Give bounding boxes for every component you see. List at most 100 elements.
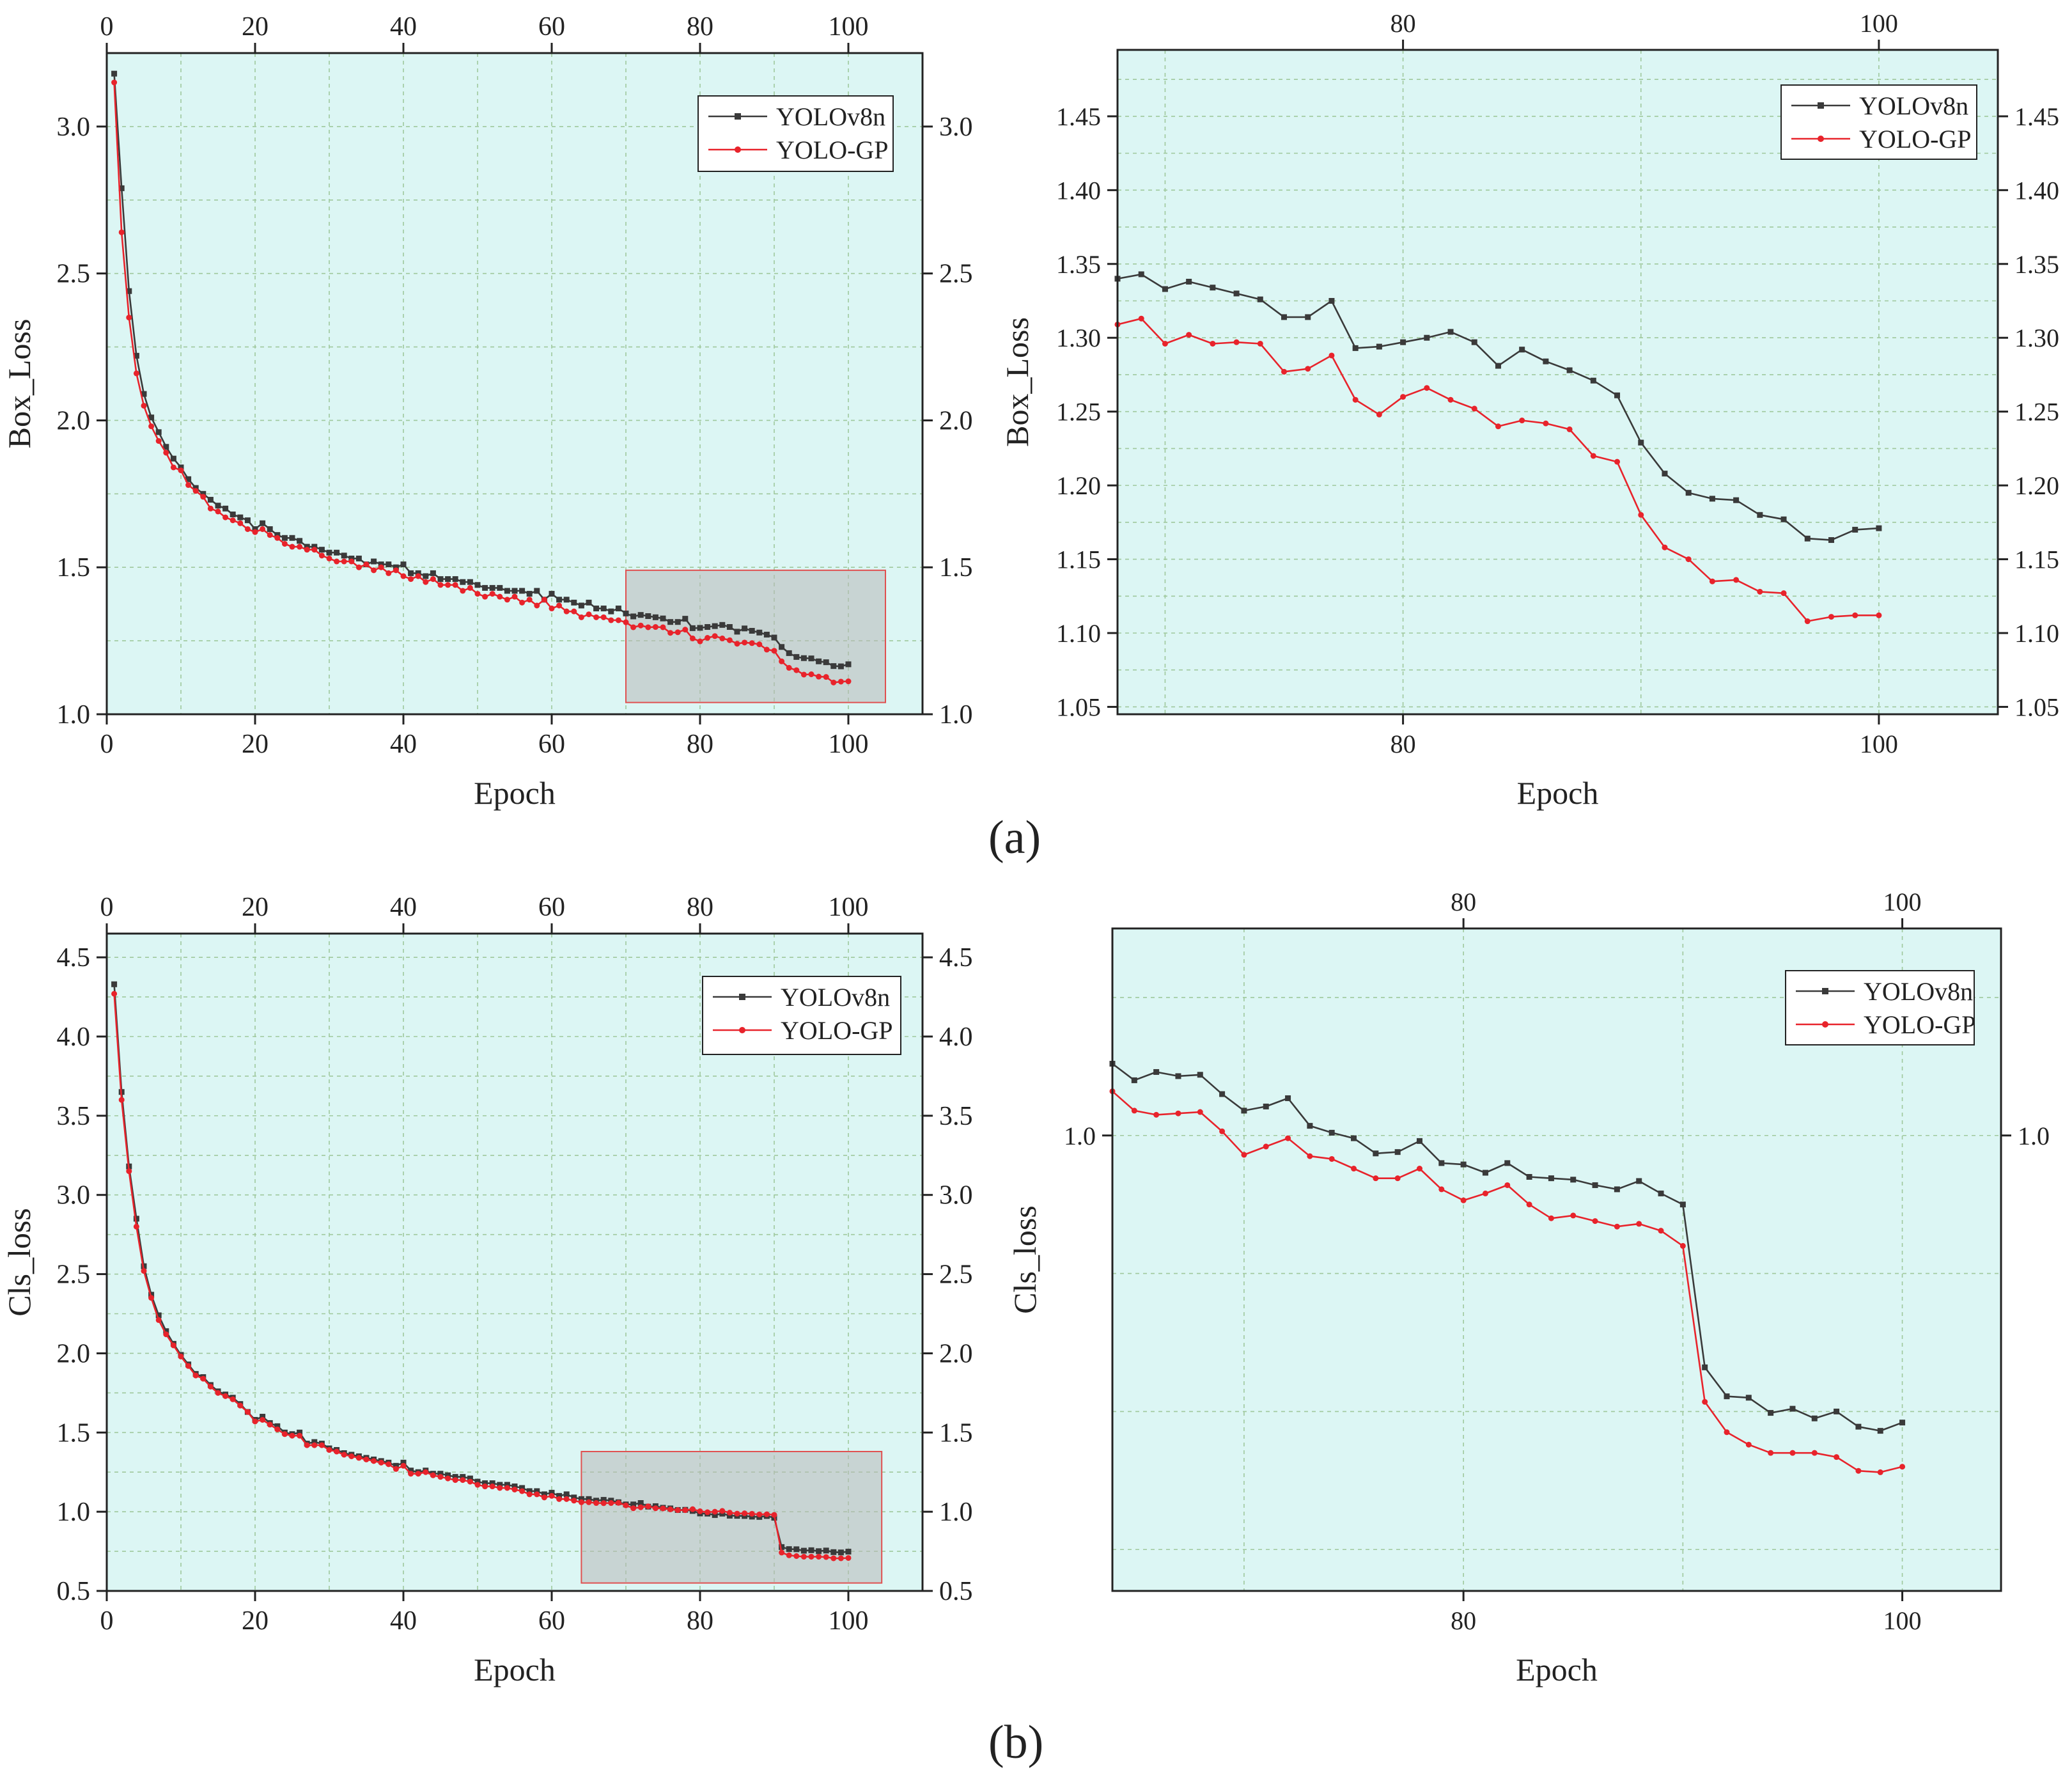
data-point-yolo-gp [689,635,696,641]
data-point-yolo-gp [207,505,214,512]
data-point-yolov8n [1526,1174,1532,1180]
y-axis-title: Box_Loss [1,319,37,449]
series-yolov8n [1109,1061,1906,1434]
data-point-yolo-gp [808,671,814,678]
data-point-yolo-gp [800,1553,807,1560]
data-point-yolo-gp [771,648,777,654]
y-tick-label: 4.0 [57,1022,91,1052]
data-point-yolo-gp [549,1492,555,1499]
data-point-yolo-gp [526,597,533,603]
data-point-yolo-gp [371,1458,377,1464]
data-point-yolov8n [779,1544,785,1550]
data-point-yolo-gp [1447,396,1454,403]
data-point-yolo-gp [408,1471,414,1477]
caption-b: (b) [988,1716,1044,1769]
series-line-yolov8n [113,984,849,1554]
data-point-yolo-gp [1263,1143,1269,1150]
legend-box [1780,84,1977,160]
data-point-yolo-gp [155,1317,162,1323]
data-point-yolov8n [600,606,607,612]
series-line-yolo-gp [113,994,849,1560]
data-point-yolov8n [371,558,377,565]
data-point-yolo-gp [155,438,162,444]
data-point-yolov8n [1702,1364,1708,1370]
data-point-yolov8n [726,624,733,630]
legend-marker-yolov8n [1822,988,1828,994]
data-point-yolo-gp [378,564,384,570]
data-point-yolo-gp [623,619,629,625]
data-point-yolov8n [1899,1420,1906,1426]
data-point-yolo-gp [326,1447,332,1453]
y-tick-label-right: 1.20 [2014,471,2059,500]
data-point-yolo-gp [408,576,414,583]
data-point-yolo-gp [393,1466,399,1472]
data-point-yolo-gp [260,1416,266,1423]
y-tick-label-right: 1.25 [2014,398,2059,427]
data-point-yolov8n [1543,358,1549,364]
data-point-yolov8n [504,1482,510,1488]
data-point-yolo-gp [549,606,555,612]
x-tick-label: 40 [390,730,417,759]
data-point-yolov8n [556,597,563,603]
data-point-yolo-gp [586,611,592,618]
legend-label-yolo-gp: YOLO-GP [776,136,889,164]
y-tick-label-right: 1.05 [2014,693,2059,721]
data-point-yolo-gp [593,1500,600,1507]
data-point-yolo-gp [1685,556,1692,563]
data-point-yolov8n [237,514,244,521]
data-point-yolo-gp [608,617,614,623]
data-point-yolov8n [215,503,221,509]
data-point-yolo-gp [1658,1228,1664,1234]
data-point-yolov8n [1131,1077,1137,1083]
data-point-yolo-gp [637,622,644,629]
data-point-yolov8n [155,429,162,435]
data-point-yolov8n [712,1512,718,1518]
data-point-yolo-gp [1780,590,1787,597]
data-point-yolo-gp [1504,1182,1511,1188]
data-point-yolo-gp [1482,1190,1488,1196]
data-point-yolov8n [1351,1135,1357,1141]
data-point-yolo-gp [845,678,852,685]
data-point-yolov8n [1495,363,1501,369]
x-tick-label: 80 [687,730,713,759]
y-axis-title: Cls_loss [1,1208,37,1317]
data-point-yolo-gp [1162,340,1168,347]
data-point-yolo-gp [623,1502,629,1508]
x-axis-title: Epoch [1516,1652,1598,1687]
legend: YOLOv8n YOLO-GP [1780,84,1977,160]
data-point-yolo-gp [1233,339,1240,345]
data-point-yolo-gp [1548,1215,1554,1221]
data-point-yolov8n [1263,1103,1269,1109]
data-point-yolov8n [1460,1161,1467,1168]
data-point-yolo-gp [415,573,421,579]
data-point-yolov8n [415,570,421,576]
data-point-yolov8n [1162,286,1168,292]
data-point-yolo-gp [630,1505,637,1512]
data-point-yolov8n [586,1496,592,1502]
plot-frame [105,52,924,716]
data-point-yolo-gp [1519,418,1525,424]
y-tick-label: 1.30 [1056,324,1101,352]
data-point-yolo-gp [652,624,658,630]
data-point-yolov8n [111,981,118,987]
data-point-yolo-gp [1153,1111,1160,1118]
y-tick-label-right: 1.35 [2014,250,2059,279]
legend-marker-yolo-gp [1822,1021,1828,1028]
data-point-yolo-gp [281,1431,288,1437]
data-point-yolo-gp [118,1097,125,1103]
y-tick-label-right: 1.10 [2014,619,2059,648]
y-tick-label-right: 4.0 [939,1022,973,1052]
data-point-yolov8n [808,1547,814,1553]
x-tick-label: 100 [829,1606,869,1636]
data-point-yolov8n [318,547,325,553]
data-point-yolov8n [1834,1408,1840,1414]
data-point-yolo-gp [571,1498,577,1504]
legend-label-yolo-gp: YOLO-GP [1864,1010,1976,1039]
chart-a-zoom: 80 80 100 100 1.05 1.05 1.10 1.10 1.15 1.15 1.20 1.… [999,9,2059,811]
data-point-yolo-gp [742,1510,748,1517]
data-point-yolov8n [623,610,629,616]
data-point-yolo-gp [163,1331,169,1338]
data-point-yolo-gp [178,1353,184,1359]
data-point-yolo-gp [371,567,377,574]
data-point-yolo-gp [563,1496,570,1502]
